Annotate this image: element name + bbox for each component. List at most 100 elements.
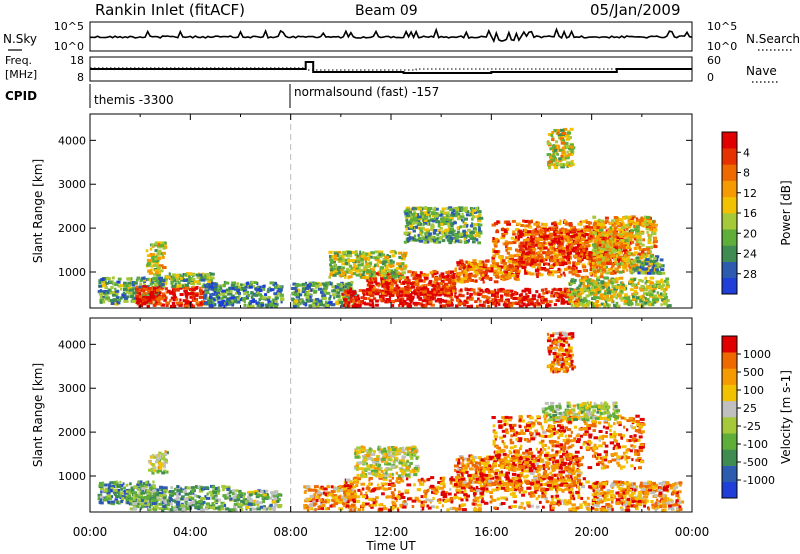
power-data-cell <box>162 251 166 255</box>
power-data-cell <box>218 303 223 307</box>
power-data-cell <box>576 257 582 261</box>
power-data-cell <box>424 276 429 280</box>
power-data-cell <box>460 277 464 281</box>
power-data-cell <box>650 271 656 275</box>
power-data-cell <box>580 252 584 256</box>
power-data-cell <box>596 226 600 230</box>
power-data-cell <box>573 254 578 258</box>
power-data-cell <box>354 303 360 307</box>
power-data-cell <box>423 279 426 283</box>
power-data-cell <box>393 275 398 279</box>
power-data-cell <box>353 303 356 307</box>
power-data-cell <box>336 287 340 291</box>
power-data-cell <box>477 241 481 245</box>
power-data-cell <box>521 250 526 254</box>
power-data-cell <box>641 294 645 298</box>
power-echo-region <box>629 254 666 275</box>
power-data-cell <box>554 228 557 232</box>
power-data-cell <box>387 259 390 263</box>
power-data-cell <box>561 261 567 265</box>
power-data-cell <box>606 239 609 243</box>
power-data-cell <box>301 300 305 304</box>
power-data-cell <box>567 260 571 264</box>
power-data-cell <box>412 238 416 241</box>
power-data-cell <box>225 302 229 306</box>
power-data-cell <box>461 212 464 216</box>
power-data-cell <box>452 275 456 279</box>
power-data-cell <box>612 245 617 249</box>
power-data-cell <box>595 236 600 240</box>
power-data-cell <box>313 289 318 293</box>
power-data-cell <box>504 292 509 296</box>
power-data-cell <box>599 228 604 232</box>
power-data-cell <box>277 284 280 288</box>
power-data-cell <box>599 219 603 223</box>
power-data-cell <box>495 262 500 266</box>
power-data-cell <box>359 250 362 254</box>
power-data-cell <box>350 259 356 262</box>
power-data-cell <box>294 289 298 293</box>
power-data-cell <box>539 259 544 263</box>
power-data-cell <box>662 283 665 287</box>
power-data-cell <box>462 233 466 237</box>
power-data-cell <box>564 231 569 234</box>
power-data-cell <box>541 296 544 300</box>
power-data-cell <box>207 301 212 305</box>
power-data-cell <box>390 293 395 297</box>
power-data-cell <box>633 225 636 228</box>
power-data-cell <box>448 239 454 243</box>
power-data-cell <box>158 241 163 245</box>
power-data-cell <box>399 276 402 280</box>
power-data-cell <box>591 249 595 253</box>
power-data-cell <box>512 232 516 236</box>
power-data-cell <box>405 227 408 231</box>
power-data-cell <box>594 246 597 250</box>
power-data-cell <box>456 299 460 302</box>
power-data-cell <box>563 220 567 224</box>
power-data-cell <box>526 303 531 307</box>
power-data-cell <box>558 233 563 237</box>
power-data-cell <box>634 247 637 251</box>
power-data-cell <box>110 302 115 305</box>
power-data-cell <box>457 302 463 306</box>
power-data-cell <box>477 219 482 223</box>
power-data-cell <box>201 278 206 282</box>
power-data-cell <box>386 286 391 290</box>
power-data-cell <box>604 291 607 295</box>
power-data-cell <box>625 287 628 291</box>
power-data-cell <box>210 276 215 280</box>
power-data-cell <box>189 277 193 281</box>
power-data-cell <box>154 283 159 287</box>
power-data-cell <box>627 219 630 223</box>
power-data-cell <box>556 245 561 249</box>
power-data-cell <box>574 262 580 265</box>
power-data-cell <box>649 259 653 263</box>
power-data-cell <box>329 258 334 262</box>
power-data-cell <box>439 282 444 285</box>
power-data-cell <box>577 251 582 255</box>
power-data-cell <box>101 295 105 299</box>
power-data-cell <box>501 265 504 269</box>
power-data-cell <box>585 221 591 224</box>
power-data-cell <box>505 248 508 252</box>
power-data-cell <box>561 164 565 167</box>
power-data-cell <box>206 283 211 287</box>
power-data-cell <box>336 267 340 271</box>
power-data-cell <box>574 240 579 244</box>
power-data-cell <box>587 278 592 282</box>
power-data-cell <box>545 254 550 258</box>
power-data-cell <box>236 282 239 286</box>
power-data-cell <box>169 299 172 303</box>
power-data-cell <box>554 140 559 144</box>
power-data-cell <box>331 285 336 289</box>
power-data-cell <box>427 208 431 212</box>
power-data-cell <box>649 281 654 285</box>
power-data-cell <box>549 147 555 151</box>
power-data-cell <box>370 268 375 272</box>
power-data-cell <box>634 286 639 289</box>
power-data-cell <box>599 294 603 298</box>
power-data-cell <box>470 304 473 308</box>
power-data-cell <box>564 267 568 271</box>
power-data-cell <box>523 232 527 236</box>
power-data-cell <box>566 257 569 261</box>
